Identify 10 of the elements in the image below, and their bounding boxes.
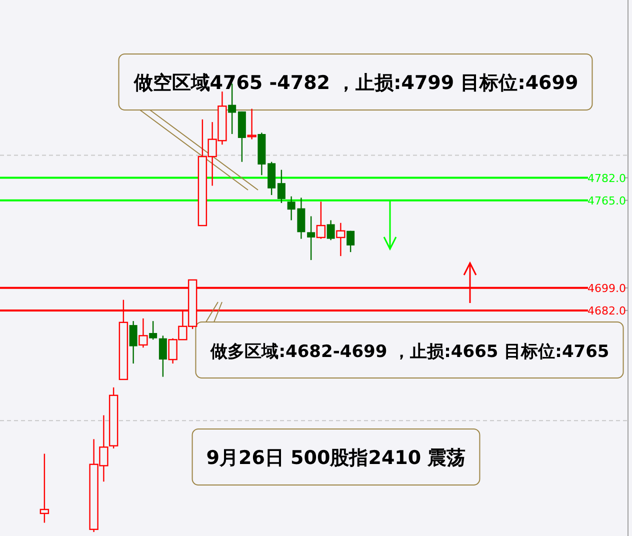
y-tick-label: 4782.0 bbox=[588, 172, 626, 185]
y-tick-label: 4765.0 bbox=[588, 194, 626, 208]
y-tick-label: 4699.0 bbox=[588, 282, 626, 295]
annotation: 9月26日 500股指2410 震荡 bbox=[192, 428, 480, 486]
annotation: 做多区域:4682-4699 ，止损:4665 目标位:4765 bbox=[210, 342, 610, 362]
annotation: 做空区域4765 -4782 ，止损:4799 目标位:4699 bbox=[118, 54, 593, 110]
annotation: 9月26日 500股指2410 震荡 bbox=[206, 447, 466, 469]
annotation: 做空区域4765 -4782 ，止损:4799 目标位:4699 bbox=[132, 72, 578, 94]
y-tick-label: 4682.0 bbox=[588, 304, 626, 318]
annotation: 做多区域:4682-4699 ，止损:4665 目标位:4765 bbox=[195, 322, 624, 378]
